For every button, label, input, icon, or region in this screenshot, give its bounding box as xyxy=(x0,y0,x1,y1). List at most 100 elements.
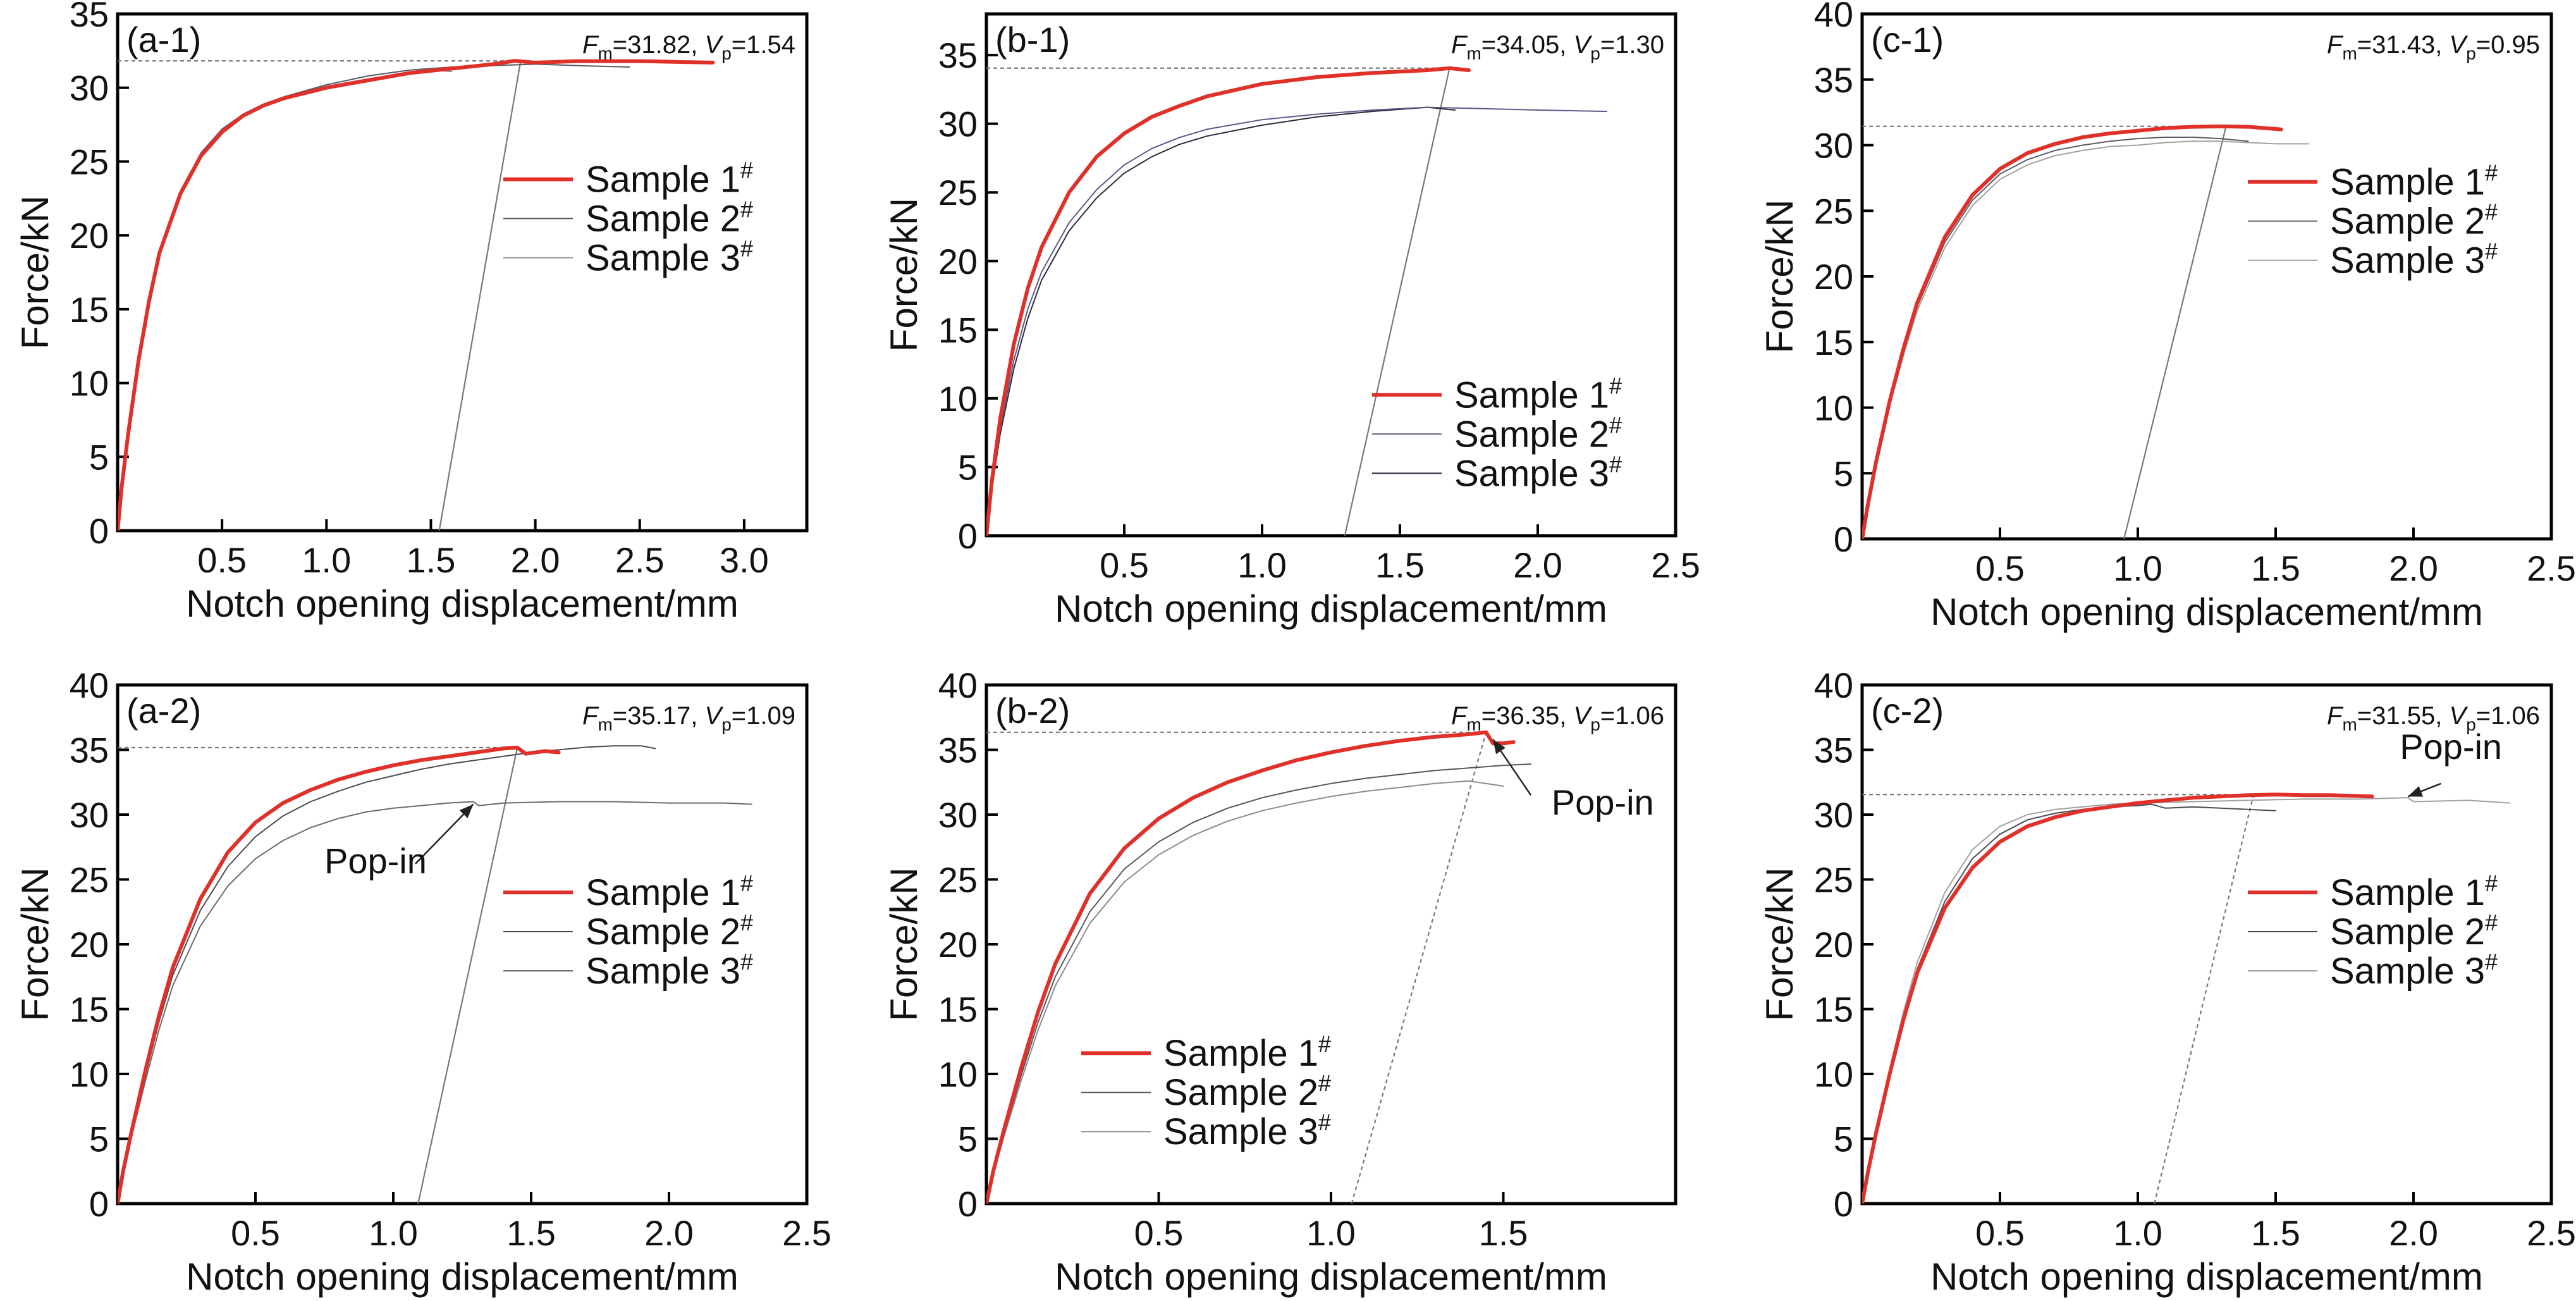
legend: Sample 1#Sample 2#Sample 3# xyxy=(503,157,753,278)
y-tick-label: 10 xyxy=(1814,388,1853,428)
y-tick-label: 25 xyxy=(70,142,109,182)
panel-tag: (b-2) xyxy=(995,691,1070,731)
x-axis-label: Notch opening displacement/mm xyxy=(1055,1255,1607,1298)
y-tick-label: 10 xyxy=(1814,1054,1853,1094)
text-span: , xyxy=(690,31,697,59)
x-tick-label: 0.5 xyxy=(1975,1213,2025,1253)
text-span: F xyxy=(2327,31,2344,59)
y-tick-label: 35 xyxy=(1814,60,1853,100)
x-tick-label: 2.5 xyxy=(2527,548,2576,588)
text-span xyxy=(697,31,704,59)
x-tick-label: 1.5 xyxy=(407,540,456,580)
series-line-sample-1 xyxy=(1862,792,2374,1204)
text-span: # xyxy=(1318,1031,1331,1057)
text-span: =1.06 xyxy=(1600,702,1664,730)
y-tick-label: 30 xyxy=(70,795,109,835)
text-span: V xyxy=(2450,31,2469,59)
legend-label: Sample 3# xyxy=(1454,451,1622,494)
x-axis-label: Notch opening displacement/mm xyxy=(1930,591,2483,633)
y-tick-label: 25 xyxy=(1814,860,1853,900)
chart-panel-c-1: 0 5 10 15 20 25 30 35 40 0.5 1.0 1.5 2.0 2.5 Notch ope… xyxy=(1758,0,2576,633)
fm-vp-annotation: Fm=31.82, Vp=1.54 xyxy=(582,31,795,63)
text-span: # xyxy=(2485,909,2498,935)
y-tick-label: 20 xyxy=(938,242,978,281)
x-tick-label: 1.0 xyxy=(2113,548,2162,588)
y-axis-label: Force/kN xyxy=(14,195,56,349)
text-span: =1.09 xyxy=(732,702,795,730)
x-tick-label: 1.5 xyxy=(506,1213,556,1253)
legend-label: Sample 1# xyxy=(586,870,753,913)
text-span: # xyxy=(740,949,753,975)
popin-arrowhead xyxy=(459,804,474,818)
text-span: =31.55 xyxy=(2357,702,2435,730)
series-line-sample-2 xyxy=(986,763,1532,1204)
text-span: m xyxy=(598,715,612,734)
y-axis-label: Force/kN xyxy=(883,198,925,352)
y-tick-label: 10 xyxy=(70,364,109,404)
text-span: =31.82 xyxy=(613,31,690,59)
legend: Sample 1#Sample 2#Sample 3# xyxy=(503,870,753,992)
x-tick-label: 1.5 xyxy=(2251,1213,2300,1253)
text-span xyxy=(2442,702,2449,730)
text-span: m xyxy=(598,44,612,63)
y-tick-label: 5 xyxy=(1834,453,1853,493)
vp-secant-line xyxy=(2123,126,2227,540)
text-span: , xyxy=(2435,702,2442,730)
legend-label: Sample 1# xyxy=(2330,870,2498,913)
series-group xyxy=(986,730,1532,1204)
panel-tag: (c-1) xyxy=(1871,20,1944,59)
text-span: # xyxy=(2485,870,2498,896)
series-line-sample-2 xyxy=(986,106,1607,536)
y-tick-label: 0 xyxy=(1834,519,1853,559)
text-span: F xyxy=(582,702,599,730)
text-span: # xyxy=(740,909,753,935)
text-span: Sample 2 xyxy=(2330,201,2485,242)
y-tick-label: 15 xyxy=(938,990,978,1030)
text-span: Sample 3 xyxy=(2330,240,2485,281)
series-line-sample-2 xyxy=(118,745,656,1204)
y-tick-label: 30 xyxy=(938,104,978,144)
y-tick-label: 20 xyxy=(70,925,109,965)
legend-label: Sample 3# xyxy=(2330,238,2498,281)
text-span: Sample 2 xyxy=(586,911,740,953)
text-span: , xyxy=(690,702,697,730)
fm-vp-annotation: Fm=35.17, Vp=1.09 xyxy=(582,702,795,734)
text-span: Sample 2 xyxy=(1163,1072,1318,1113)
y-tick-label: 25 xyxy=(70,860,109,900)
series-group xyxy=(118,745,752,1204)
series-line-sample-1 xyxy=(986,730,1516,1204)
x-axis-label: Notch opening displacement/mm xyxy=(186,583,739,625)
text-span: F xyxy=(1451,702,1468,730)
x-tick-label: 2.5 xyxy=(2527,1213,2576,1253)
x-tick-label: 2.5 xyxy=(782,1213,831,1253)
text-span: =36.35 xyxy=(1481,702,1559,730)
text-span: Sample 3 xyxy=(586,237,740,278)
y-tick-label: 0 xyxy=(1834,1184,1853,1224)
text-span: # xyxy=(740,870,753,896)
legend-label: Sample 2# xyxy=(586,196,753,239)
y-tick-label: 20 xyxy=(938,925,978,965)
y-tick-label: 25 xyxy=(938,173,978,213)
text-span: F xyxy=(1451,31,1468,59)
text-span: p xyxy=(1590,715,1600,734)
y-tick-label: 0 xyxy=(89,511,109,551)
series-line-sample-3 xyxy=(986,106,1456,536)
y-tick-label: 30 xyxy=(70,68,109,108)
legend-label: Sample 2# xyxy=(1454,412,1622,455)
legend: Sample 1#Sample 2#Sample 3# xyxy=(2248,160,2498,281)
y-tick-label: 35 xyxy=(70,731,109,770)
series-line-sample-3 xyxy=(1862,140,2310,539)
text-span: m xyxy=(1466,715,1481,734)
y-tick-label: 30 xyxy=(1814,795,1853,835)
x-tick-label: 1.5 xyxy=(1479,1213,1528,1253)
panel-tag: (a-2) xyxy=(126,691,201,731)
x-tick-label: 1.5 xyxy=(2251,548,2300,588)
series-line-sample-1 xyxy=(1862,124,2283,539)
y-tick-label: 0 xyxy=(89,1184,109,1224)
y-tick-label: 15 xyxy=(70,990,109,1030)
y-tick-label: 10 xyxy=(938,379,978,419)
y-tick-label: 10 xyxy=(70,1054,109,1094)
series-group xyxy=(118,59,715,531)
